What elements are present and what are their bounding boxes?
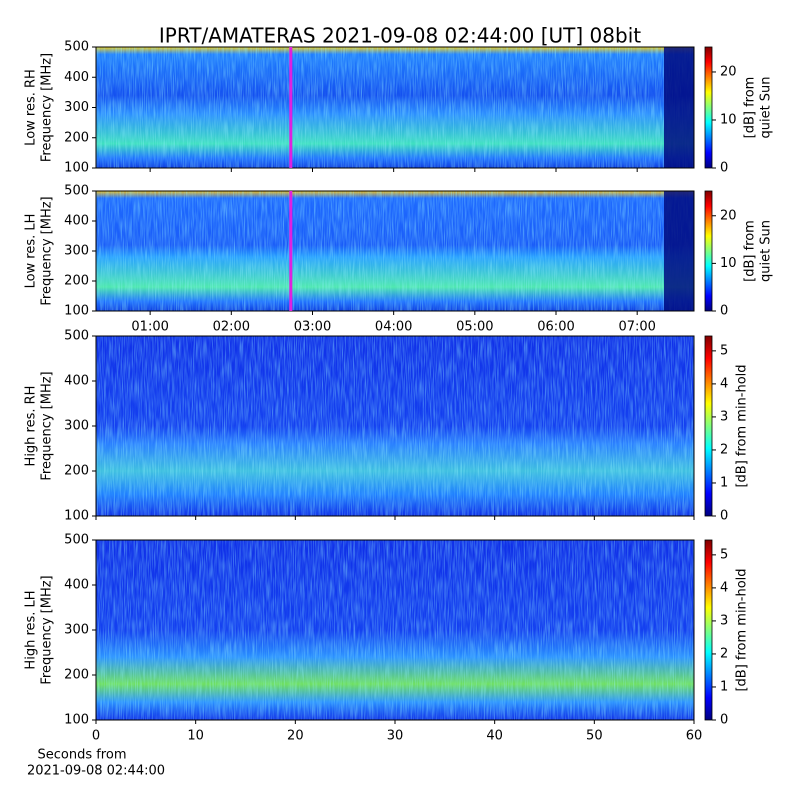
- x-axis-label: 2021-09-08 02:44:00: [27, 764, 165, 779]
- y-axis-label: Low res. RH: [24, 69, 39, 146]
- y-tick-label: 400: [64, 578, 89, 593]
- colorbar-tick-label: 5: [720, 547, 728, 562]
- y-axis-label: Frequency [MHz]: [40, 371, 55, 480]
- colorbar-tick-label: 1: [720, 679, 728, 694]
- y-tick-label: 400: [64, 214, 89, 229]
- y-tick-label: 500: [64, 184, 89, 199]
- x-tick-label: 07:00: [618, 320, 655, 335]
- y-tick-label: 300: [64, 244, 89, 259]
- spectrogram-texture: [96, 540, 694, 720]
- colorbar-tick-label: 1: [720, 475, 728, 490]
- colorbar-tick-label: 10: [720, 256, 737, 271]
- colorbar: [704, 190, 713, 312]
- y-tick-label: 100: [64, 713, 89, 728]
- y-tick-label: 100: [64, 304, 89, 319]
- y-tick-label: 300: [64, 100, 89, 115]
- data-gap: [664, 191, 694, 311]
- x-tick-label: 40: [486, 729, 503, 744]
- colorbar: [704, 539, 713, 721]
- x-tick-label: 06:00: [537, 320, 574, 335]
- y-tick-label: 500: [64, 329, 89, 344]
- spectrogram-texture: [96, 336, 694, 516]
- y-tick-label: 500: [64, 40, 89, 55]
- colorbar-tick-label: 4: [720, 376, 728, 391]
- colorbar-label: [dB] from min-hold: [735, 364, 750, 487]
- y-tick-label: 200: [64, 464, 89, 479]
- x-tick-label: 04:00: [375, 320, 412, 335]
- colorbar-tick-label: 2: [720, 646, 728, 661]
- colorbar-tick-label: 0: [720, 161, 728, 176]
- colorbar-tick-label: 3: [720, 613, 728, 628]
- colorbar-tick-label: 20: [720, 64, 737, 79]
- y-tick-label: 200: [64, 130, 89, 145]
- colorbar-tick-label: 10: [720, 112, 737, 127]
- colorbar-label: [dB] from: [743, 77, 758, 139]
- y-tick-label: 100: [64, 161, 89, 176]
- x-tick-label: 50: [586, 729, 603, 744]
- colorbar-label: [dB] from: [743, 220, 758, 282]
- colorbar-tick-label: 0: [720, 509, 728, 524]
- y-tick-label: 500: [64, 533, 89, 548]
- y-axis-label: High res. RH: [24, 386, 39, 467]
- colorbar-tick-label: 4: [720, 580, 728, 595]
- colorbar-tick-label: 2: [720, 442, 728, 457]
- colorbar-tick-label: 0: [720, 304, 728, 319]
- y-axis-label: High res. LH: [24, 590, 39, 669]
- x-tick-label: 30: [387, 729, 404, 744]
- y-axis-label: Frequency [MHz]: [40, 575, 55, 684]
- colorbar-label: quiet Sun: [759, 220, 774, 282]
- spectrogram-texture: [96, 191, 694, 311]
- x-tick-label: 01:00: [131, 320, 168, 335]
- chart-title: IPRT/AMATERAS 2021-09-08 02:44:00 [UT] 0…: [159, 24, 641, 48]
- y-axis-label: Low res. LH: [24, 214, 39, 289]
- spectrogram-texture: [96, 47, 694, 168]
- x-tick-label: 03:00: [294, 320, 331, 335]
- colorbar-label: quiet Sun: [759, 76, 774, 138]
- colorbar: [704, 46, 713, 169]
- y-axis-label: Frequency [MHz]: [40, 196, 55, 305]
- x-tick-label: 05:00: [456, 320, 493, 335]
- x-tick-label: 60: [686, 729, 703, 744]
- x-tick-label: 0: [92, 729, 100, 744]
- colorbar-tick-label: 5: [720, 343, 728, 358]
- data-gap: [664, 47, 694, 168]
- x-tick-label: 10: [187, 729, 204, 744]
- y-tick-label: 400: [64, 374, 89, 389]
- y-tick-label: 400: [64, 70, 89, 85]
- colorbar-tick-label: 20: [720, 208, 737, 223]
- colorbar: [704, 335, 713, 517]
- y-tick-label: 200: [64, 668, 89, 683]
- y-tick-label: 200: [64, 274, 89, 289]
- colorbar-tick-label: 3: [720, 409, 728, 424]
- y-tick-label: 300: [64, 419, 89, 434]
- colorbar-label: [dB] from min-hold: [735, 568, 750, 691]
- y-axis-label: Frequency [MHz]: [40, 53, 55, 162]
- x-tick-label: 20: [287, 729, 304, 744]
- y-tick-label: 100: [64, 509, 89, 524]
- x-tick-label: 02:00: [213, 320, 250, 335]
- x-axis-label: Seconds from: [37, 748, 126, 763]
- y-tick-label: 300: [64, 623, 89, 638]
- colorbar-tick-label: 0: [720, 713, 728, 728]
